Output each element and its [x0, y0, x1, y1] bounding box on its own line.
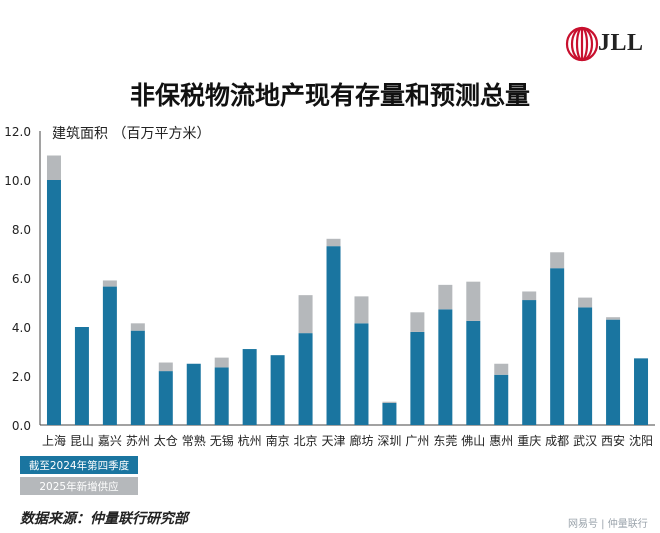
x-tick-label: 东莞 — [433, 434, 457, 448]
bar-new-supply — [298, 295, 313, 334]
y-tick-label: 6.0 — [12, 272, 31, 286]
bar-new-supply — [46, 155, 61, 180]
bar-new-supply — [438, 284, 453, 310]
bar-existing-stock — [382, 402, 397, 425]
x-tick-label: 天津 — [322, 434, 346, 448]
x-tick-label: 昆山 — [70, 434, 94, 448]
x-tick-label: 西安 — [601, 433, 625, 448]
bar-existing-stock — [270, 355, 285, 425]
x-tick-label: 惠州 — [489, 434, 513, 448]
watermark: 网易号 | 仲量联行 — [568, 519, 648, 530]
x-tick-label: 杭州 — [238, 433, 262, 448]
bar-new-supply — [130, 323, 145, 331]
bar-existing-stock — [214, 367, 229, 425]
x-tick-label: 嘉兴 — [98, 434, 122, 448]
x-tick-label: 重庆 — [517, 434, 541, 448]
bar-new-supply — [354, 296, 369, 324]
x-tick-label: 深圳 — [377, 434, 401, 448]
y-tick-label: 0.0 — [12, 419, 31, 433]
bar-existing-stock — [130, 330, 145, 425]
bar-existing-stock — [522, 300, 537, 425]
bar-new-supply — [494, 363, 509, 375]
y-tick-label: 8.0 — [12, 223, 31, 237]
bar-new-supply — [522, 291, 537, 301]
bar-new-supply — [326, 238, 341, 247]
bar-existing-stock — [242, 349, 257, 425]
bar-new-supply — [214, 357, 229, 368]
bar-existing-stock — [438, 309, 453, 425]
y-tick-label: 10.0 — [4, 174, 31, 188]
x-tick-label: 廊坊 — [349, 433, 373, 448]
brand-name: JLL — [598, 30, 644, 56]
x-tick-label: 成都 — [545, 434, 569, 448]
bar-existing-stock — [606, 319, 621, 425]
bar-existing-stock — [326, 246, 341, 425]
y-axis-label: 建筑面积 （百万平方米） — [52, 126, 210, 142]
x-tick-label: 无锡 — [210, 433, 234, 448]
bar-existing-stock — [74, 327, 89, 425]
bar-new-supply — [578, 297, 593, 308]
x-tick-label: 武汉 — [573, 434, 597, 448]
bar-existing-stock — [410, 331, 425, 425]
bar-new-supply — [410, 312, 425, 332]
bar-existing-stock — [578, 307, 593, 425]
chart-title: 非保税物流地产现有存量和预测总量 — [129, 81, 530, 110]
jll-logo-icon — [565, 26, 599, 62]
source-note: 数据来源：仲量联行研究部 — [20, 511, 188, 527]
x-tick-label: 苏州 — [126, 434, 150, 448]
x-tick-label: 佛山 — [461, 434, 485, 448]
bar-existing-stock — [102, 286, 117, 425]
bar-existing-stock — [298, 333, 313, 425]
y-tick-label: 4.0 — [12, 321, 31, 335]
bar-new-supply — [158, 362, 173, 372]
x-tick-label: 太仓 — [154, 433, 178, 448]
legend-swatch-existing-stock — [20, 456, 138, 474]
bar-existing-stock — [550, 268, 565, 425]
x-tick-label: 南京 — [266, 433, 290, 448]
bar-existing-stock — [158, 371, 173, 425]
bar-existing-stock — [466, 320, 481, 425]
y-tick-label: 12.0 — [4, 125, 31, 139]
bar-new-supply — [550, 252, 565, 269]
x-tick-label: 北京 — [294, 434, 318, 448]
bar-new-supply — [466, 281, 481, 321]
x-tick-label: 沈阳 — [629, 433, 653, 448]
bar-existing-stock — [354, 323, 369, 425]
bar-existing-stock — [46, 180, 61, 425]
bar-new-supply — [382, 401, 397, 403]
bar-new-supply — [102, 280, 117, 287]
legend-swatch-new-supply — [20, 477, 138, 495]
x-tick-label: 广州 — [405, 434, 429, 448]
legend-label-new-supply: 2025年新增供应 — [39, 480, 119, 493]
y-tick-label: 2.0 — [12, 370, 31, 384]
x-tick-label: 常熟 — [182, 433, 206, 448]
bar-new-supply — [606, 317, 621, 320]
bar-existing-stock — [634, 358, 649, 425]
legend-label-existing-stock: 截至2024年第四季度 — [29, 459, 130, 472]
bar-existing-stock — [186, 363, 201, 425]
bar-existing-stock — [494, 374, 509, 425]
x-tick-label: 上海 — [42, 433, 66, 448]
